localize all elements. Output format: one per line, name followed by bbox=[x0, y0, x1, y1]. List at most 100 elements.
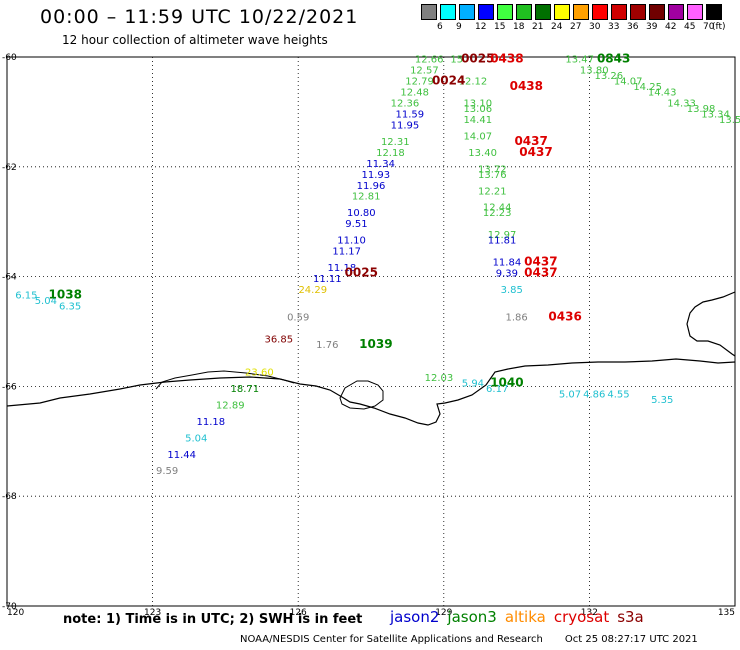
scale-swatch bbox=[497, 4, 513, 20]
scale-swatch bbox=[649, 4, 665, 20]
scale-swatch bbox=[630, 4, 646, 20]
wave-height-label: 9.39 bbox=[496, 269, 518, 280]
plot-frame bbox=[6, 56, 736, 607]
scale-label: 36 bbox=[627, 22, 639, 32]
wave-height-label: 14.43 bbox=[648, 87, 677, 98]
wave-height-label: 5.07 bbox=[559, 389, 581, 400]
scale-label: 6 bbox=[437, 22, 443, 32]
wave-height-label: 13.47 bbox=[565, 54, 594, 65]
wave-height-label: 12.89 bbox=[216, 400, 245, 411]
pass-time-label: 1039 bbox=[359, 337, 392, 351]
wave-height-label: 12.57 bbox=[410, 65, 439, 76]
wave-height-label: 12.36 bbox=[391, 98, 420, 109]
wave-height-label: 13.5 bbox=[719, 115, 740, 126]
scale-label: 33 bbox=[608, 22, 620, 32]
scale-unit: (ft) bbox=[712, 22, 726, 32]
wave-height-label: 9.51 bbox=[345, 219, 367, 230]
wave-height-label: 15. bbox=[450, 54, 466, 65]
wave-height-label: 11.34 bbox=[366, 159, 395, 170]
scale-swatch bbox=[478, 4, 494, 20]
wave-height-label: 5.35 bbox=[651, 395, 673, 406]
wave-height-label: 4.55 bbox=[607, 389, 629, 400]
wave-height-label: 11.96 bbox=[357, 181, 386, 192]
wave-height-label: 12.48 bbox=[400, 87, 429, 98]
x-tick-label: 120 bbox=[7, 608, 24, 618]
footer-credit: NOAA/NESDIS Center for Satellite Applica… bbox=[240, 634, 543, 645]
y-tick-label: -68 bbox=[2, 492, 17, 502]
wave-height-label: 12.44 bbox=[483, 203, 512, 214]
scale-label: 27 bbox=[570, 22, 582, 32]
wave-height-label: 13.26 bbox=[594, 71, 623, 82]
legend-item-jason3: jason3 bbox=[447, 608, 497, 626]
pass-time-label: 0025 bbox=[461, 51, 494, 65]
y-tick-label: -62 bbox=[2, 163, 17, 173]
scale-swatch bbox=[554, 4, 570, 20]
scale-swatch bbox=[440, 4, 456, 20]
wave-height-label: 0.59 bbox=[287, 313, 309, 324]
pass-time-label: 0438 bbox=[490, 51, 523, 65]
note-text: note: 1) Time is in UTC; 2) SWH is in fe… bbox=[63, 612, 363, 627]
wave-height-label: 4.86 bbox=[583, 389, 605, 400]
scale-swatch bbox=[535, 4, 551, 20]
x-tick-label: 123 bbox=[144, 608, 161, 618]
scale-swatch bbox=[573, 4, 589, 20]
x-tick-label: 126 bbox=[290, 608, 307, 618]
wave-height-label: 36.85 bbox=[264, 334, 293, 345]
wave-height-label: 13.72 bbox=[478, 164, 507, 175]
scale-label: 18 bbox=[513, 22, 525, 32]
legend-item-altika: altika bbox=[504, 608, 546, 626]
wave-height-label: 13.80 bbox=[580, 65, 609, 76]
wave-height-label: 11.18 bbox=[197, 417, 226, 428]
wave-height-label: 12.18 bbox=[376, 148, 405, 159]
pass-time-label: 0437 bbox=[519, 145, 552, 159]
wave-height-label: 5.04 bbox=[185, 433, 207, 444]
footer: NOAA/NESDIS Center for Satellite Applica… bbox=[240, 634, 698, 645]
wave-height-label: 12.03 bbox=[425, 373, 454, 384]
wave-height-label: 5.04 bbox=[35, 296, 57, 307]
wave-height-label: 5.94 bbox=[462, 378, 484, 389]
grid bbox=[7, 57, 735, 606]
pass-time-label: 0025 bbox=[345, 266, 378, 280]
scale-swatch bbox=[516, 4, 532, 20]
wave-height-label: 12.31 bbox=[381, 137, 410, 148]
wave-height-label: 12.23 bbox=[483, 208, 512, 219]
scale-swatch bbox=[687, 4, 703, 20]
scale-swatch bbox=[611, 4, 627, 20]
antarctic-coastline bbox=[6, 291, 736, 426]
y-tick-label: -60 bbox=[2, 53, 17, 63]
scale-swatch bbox=[421, 4, 437, 20]
wave-height-label: 13.10 bbox=[463, 98, 492, 109]
wave-height-label: 1.76 bbox=[316, 340, 338, 351]
wave-height-label: 12.12 bbox=[459, 76, 488, 87]
wave-height-label: 18.71 bbox=[230, 384, 259, 395]
pass-time-label: 0438 bbox=[510, 79, 543, 93]
wave-height-label: 13.76 bbox=[478, 170, 507, 181]
y-tick-label: -70 bbox=[2, 602, 17, 612]
wave-height-label: 12.66 bbox=[415, 54, 444, 65]
wave-height-label: 14.07 bbox=[614, 76, 643, 87]
wave-height-label: 11.93 bbox=[362, 170, 391, 181]
wave-height-label: 11.44 bbox=[167, 450, 196, 461]
wave-height-label: 3.85 bbox=[501, 285, 523, 296]
wave-height-label: 1.86 bbox=[505, 313, 527, 324]
wave-height-label: 13.40 bbox=[468, 148, 497, 159]
pass-time-label: 0437 bbox=[514, 134, 547, 148]
wave-height-label: 14.25 bbox=[633, 82, 662, 93]
x-tick-label: 132 bbox=[581, 608, 598, 618]
wave-height-label: 14.41 bbox=[463, 115, 492, 126]
legend-item-s3a: s3a bbox=[617, 608, 644, 626]
pass-time-label: 1038 bbox=[49, 288, 82, 302]
wave-height-label: 12.97 bbox=[488, 230, 517, 241]
pass-time-label: 0436 bbox=[548, 310, 581, 324]
scale-swatch bbox=[592, 4, 608, 20]
wave-height-label: 6.15 bbox=[15, 291, 37, 302]
scale-label: 70 bbox=[703, 22, 715, 32]
wave-height-label: 11.10 bbox=[337, 236, 366, 247]
legend-item-cryosat: cryosat bbox=[553, 608, 610, 626]
wave-height-label: 13.06 bbox=[463, 104, 492, 115]
scale-label: 21 bbox=[532, 22, 544, 32]
wave-height-points: 6.155.04 6.359.5911.445.0411.1812.8918.71… bbox=[15, 54, 740, 477]
pass-time-label: 0024 bbox=[432, 73, 465, 87]
